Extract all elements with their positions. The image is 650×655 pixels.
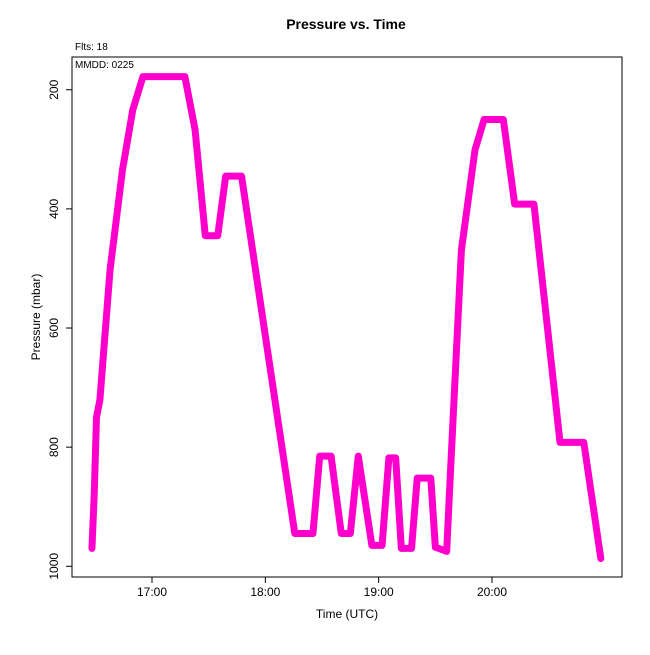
y-tick-label: 600 (47, 318, 61, 338)
annotation: MMDD: 0225 (75, 60, 134, 71)
x-tick-label: 20:00 (477, 585, 507, 599)
y-tick-label: 800 (47, 437, 61, 457)
chart-title: Pressure vs. Time (286, 16, 406, 32)
plot-frame (71, 56, 623, 578)
y-tick-label: 1000 (47, 553, 61, 580)
data-line (88, 73, 605, 563)
annotation: Flts: 18 (75, 42, 108, 53)
y-tick-label: 400 (47, 199, 61, 219)
x-tick-label: 19:00 (364, 585, 394, 599)
x-tick-label: 17:00 (137, 585, 167, 599)
y-axis-label: Pressure (mbar) (29, 274, 43, 361)
x-tick-label: 18:00 (250, 585, 280, 599)
y-tick-label: 200 (47, 79, 61, 99)
x-axis-label: Time (UTC) (316, 607, 378, 621)
